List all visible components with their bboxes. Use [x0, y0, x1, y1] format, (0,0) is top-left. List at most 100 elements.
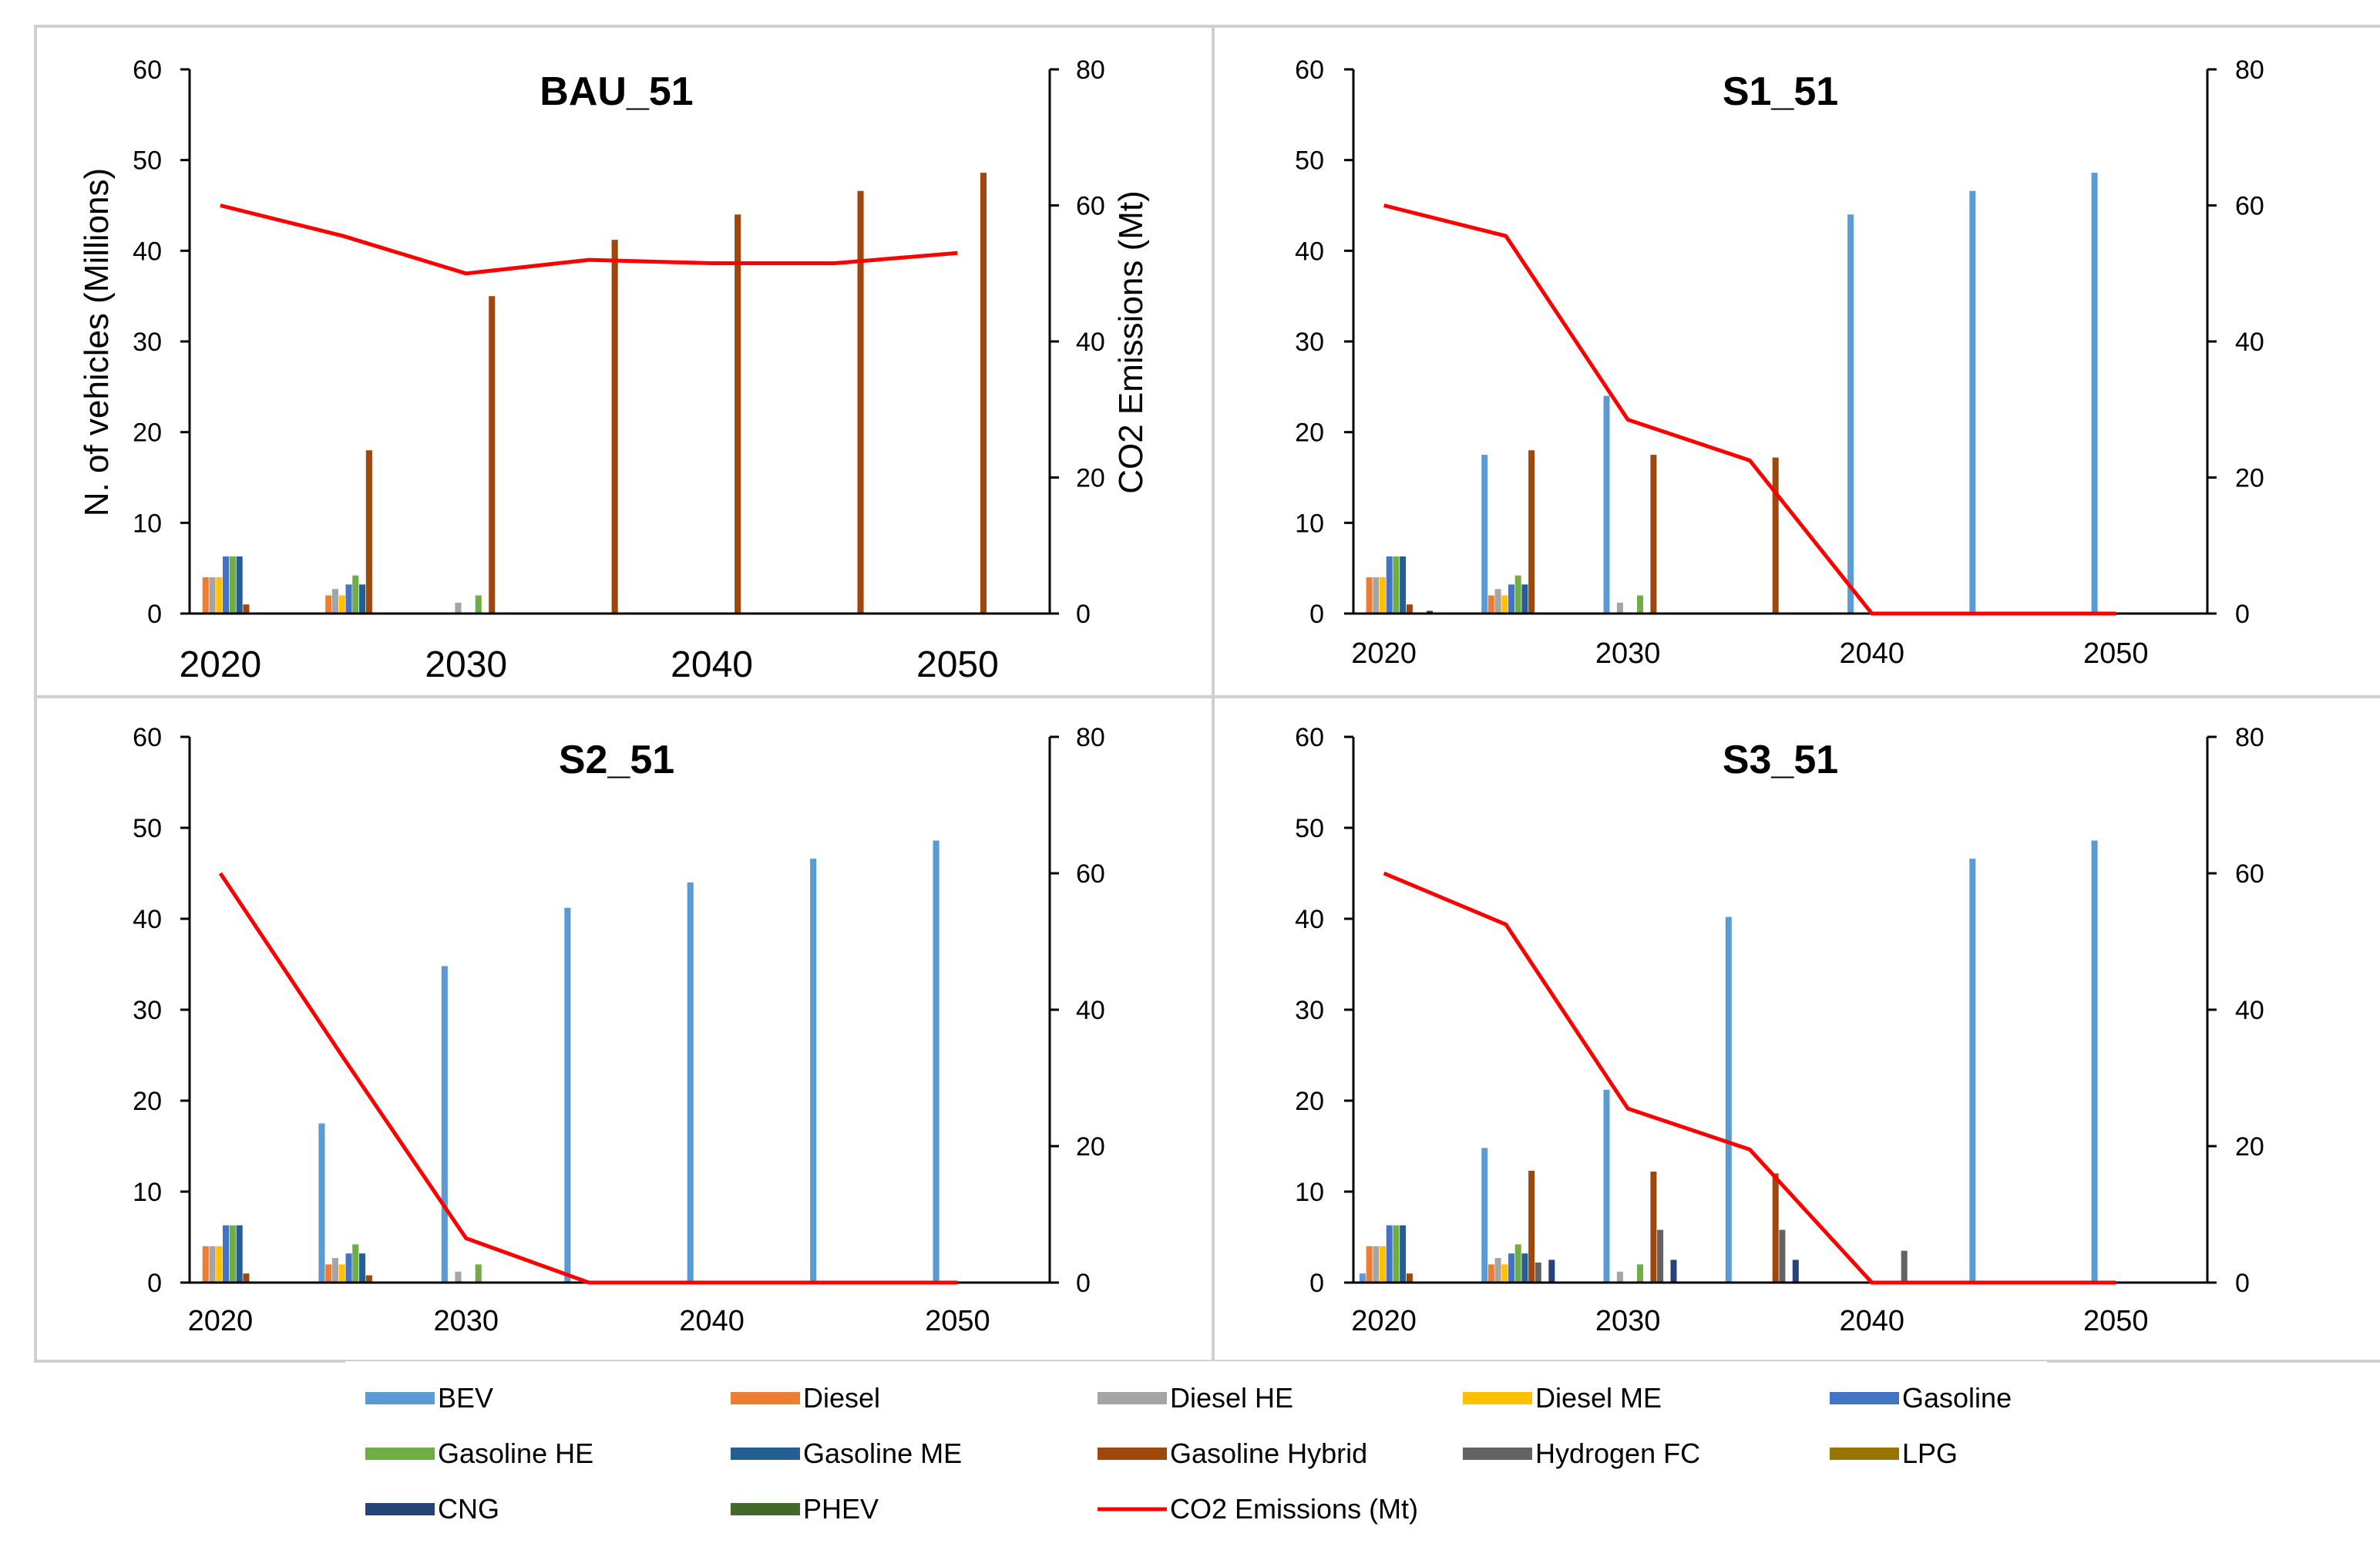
- bar-gasoline-2025: [345, 1253, 352, 1283]
- bar-diesel-he-2025: [1494, 1258, 1501, 1283]
- y-tick-label: 40: [133, 905, 162, 934]
- legend-swatch: [1463, 1392, 1532, 1404]
- legend-label: Diesel: [803, 1382, 880, 1414]
- x-tick-label: 2050: [925, 1305, 990, 1337]
- bar-gasoline-hybrid-2025: [1528, 450, 1535, 614]
- bar-gasoline-hybrid-2030: [1650, 455, 1657, 614]
- y2-tick-label: 20: [2235, 1132, 2264, 1162]
- bar-gasoline-hybrid-2030: [1650, 1172, 1657, 1283]
- y-tick-label: 0: [147, 600, 162, 629]
- legend-item-gasoline-he: Gasoline HE: [365, 1438, 593, 1469]
- bar-hydrogen-fc-2035: [1779, 1229, 1786, 1283]
- bar-gasoline-he-2020: [229, 556, 236, 614]
- bar-gasoline-he-2020: [1393, 1225, 1400, 1283]
- bar-cng-2025: [1548, 1259, 1555, 1283]
- legend-label: Gasoline ME: [803, 1438, 962, 1469]
- x-tick-label: 2020: [1351, 637, 1417, 670]
- bar-gasoline-hybrid-2020: [1406, 1273, 1413, 1283]
- bar-gasoline-he-2025: [1514, 575, 1521, 614]
- x-tick-label: 2020: [188, 1305, 254, 1337]
- bar-diesel-2020: [1366, 577, 1373, 614]
- x-tick-label: 2030: [1595, 637, 1661, 670]
- legend-label: BEV: [438, 1382, 493, 1414]
- bar-gasoline-hybrid-2020: [243, 604, 250, 614]
- y2-tick-label: 20: [1076, 1132, 1105, 1162]
- bar-gasoline-me-2020: [236, 1225, 243, 1283]
- bar-diesel-me-2025: [338, 1264, 345, 1283]
- bar-gasoline-he-2030: [475, 595, 482, 614]
- y2-tick-label: 40: [2235, 328, 2264, 357]
- legend-swatch: [1098, 1392, 1167, 1404]
- bar-gasoline-me-2020: [1400, 556, 1407, 614]
- bar-diesel-2020: [202, 577, 209, 614]
- bar-bev-2050: [2091, 840, 2098, 1283]
- bar-diesel-he-2025: [331, 589, 338, 614]
- bar-gasoline-hybrid-2035: [611, 240, 618, 614]
- y2-tick-label: 80: [2235, 723, 2264, 752]
- bar-cng-2030: [1670, 1259, 1677, 1283]
- bar-gasoline-2025: [1508, 584, 1514, 614]
- bar-bev-2025: [1481, 1148, 1488, 1283]
- bar-gasoline-he-2025: [352, 575, 359, 614]
- legend-swatch: [731, 1448, 800, 1460]
- bar-gasoline-2020: [223, 556, 230, 614]
- y2-tick-label: 40: [1076, 996, 1105, 1025]
- y-tick-label: 0: [147, 1269, 162, 1298]
- x-tick-label: 2030: [1595, 1305, 1661, 1337]
- bar-gasoline-he-2020: [229, 1225, 236, 1283]
- bar-diesel-me-2020: [1380, 577, 1386, 614]
- legend-item-hydrogen-fc: Hydrogen FC: [1463, 1438, 1700, 1469]
- bar-diesel-2025: [1488, 595, 1494, 614]
- bar-bev-2030: [1603, 395, 1610, 614]
- bar-bev-2040: [1847, 214, 1854, 614]
- bar-diesel-me-2025: [1501, 595, 1508, 614]
- y2-tick-label: 20: [1076, 464, 1105, 493]
- legend-item-cng: CNG: [365, 1493, 499, 1525]
- bar-diesel-he-2025: [331, 1258, 338, 1283]
- y-tick-label: 10: [133, 1178, 162, 1207]
- legend-item-gasoline: Gasoline: [1830, 1382, 2012, 1414]
- bar-gasoline-me-2025: [1521, 584, 1528, 614]
- y2-tick-label: 0: [2235, 1269, 2250, 1298]
- bar-cng-2035: [1792, 1259, 1799, 1283]
- y2-tick-label: 40: [1076, 328, 1105, 357]
- y-tick-label: 20: [133, 1087, 162, 1116]
- bar-diesel-he-2025: [1494, 589, 1501, 614]
- x-tick-label: 2040: [679, 1305, 745, 1337]
- legend-label: LPG: [1902, 1438, 1958, 1469]
- x-tick-label: 2050: [2083, 1305, 2149, 1337]
- bar-gasoline-2025: [1508, 1253, 1514, 1283]
- y-tick-label: 50: [1295, 146, 1324, 176]
- bar-gasoline-hybrid-2025: [365, 1275, 372, 1283]
- legend-swatch: [731, 1503, 800, 1515]
- bar-diesel-he-2020: [1373, 577, 1380, 614]
- bar-bev-2045: [1969, 859, 1976, 1283]
- co2-emissions-line: [220, 203, 958, 276]
- bar-gasoline-hybrid-2030: [489, 296, 496, 614]
- legend-item-bev: BEV: [365, 1382, 493, 1414]
- co2-emissions-line: [218, 872, 958, 1285]
- legend-label: Hydrogen FC: [1535, 1438, 1700, 1469]
- figure-frame: [34, 25, 2380, 1363]
- y-tick-label: 40: [1295, 237, 1324, 266]
- legend-item-gasoline-hybrid: Gasoline Hybrid: [1098, 1438, 1367, 1469]
- y-tick-label: 30: [133, 328, 162, 357]
- legend-label: Diesel HE: [1170, 1382, 1293, 1414]
- y2-tick-label: 80: [2235, 55, 2264, 85]
- legend-swatch: [1098, 1448, 1167, 1460]
- x-tick-label: 2050: [2083, 637, 2149, 670]
- bar-gasoline-he-2030: [475, 1264, 482, 1283]
- y-tick-label: 60: [133, 55, 162, 85]
- y-tick-label: 20: [1295, 419, 1324, 448]
- y2-tick-label: 20: [2235, 464, 2264, 493]
- bar-bev-2030: [1603, 1089, 1610, 1283]
- bar-hydrogen-fc-2030: [1657, 1229, 1664, 1283]
- y-tick-label: 0: [1309, 600, 1324, 629]
- co2-emissions-line: [1383, 871, 2116, 1285]
- y-tick-label: 50: [1295, 814, 1324, 843]
- y-tick-label: 40: [1295, 905, 1324, 934]
- bar-gasoline-he-2020: [1393, 556, 1400, 614]
- legend-swatch: [731, 1392, 800, 1404]
